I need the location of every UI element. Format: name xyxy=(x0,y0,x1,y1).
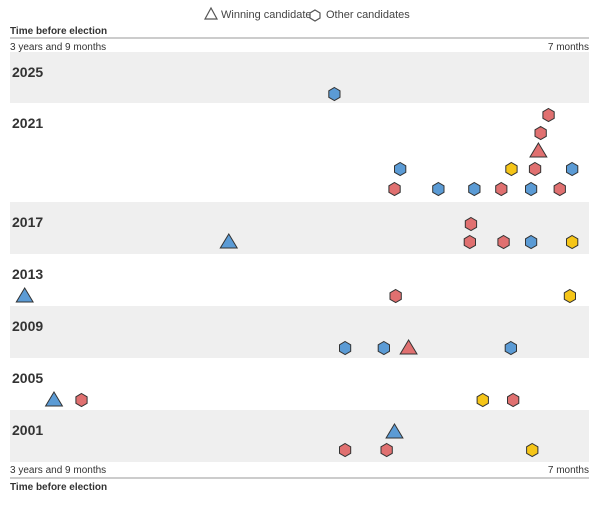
row-label: 2021 xyxy=(12,115,43,131)
candidate-marker xyxy=(377,340,390,356)
candidate-marker xyxy=(505,161,518,177)
row-label: 2025 xyxy=(12,64,43,80)
candidate-marker xyxy=(380,442,393,458)
candidate-marker xyxy=(525,181,538,197)
row-label: 2001 xyxy=(12,422,43,438)
bottom-axis-title: Time before election xyxy=(10,482,107,493)
year-row-2013: 2013 xyxy=(12,266,576,304)
candidate-marker xyxy=(75,392,88,408)
winner-marker xyxy=(529,142,548,158)
candidate-marker xyxy=(553,181,566,197)
top-axis: Time before election 3 years and 9 month… xyxy=(10,26,589,53)
candidate-marker xyxy=(566,161,579,177)
row-band xyxy=(10,202,589,254)
winner-marker xyxy=(385,423,404,439)
candidate-marker xyxy=(566,234,579,250)
year-rows: 2025 2021 2017 2013 2009 2005 2001 xyxy=(10,52,589,462)
candidate-marker xyxy=(388,181,401,197)
candidate-marker xyxy=(468,181,481,197)
top-axis-title: Time before election xyxy=(10,26,107,37)
legend: Winning candidate Other candidates xyxy=(203,6,410,22)
winner-marker xyxy=(44,391,64,407)
bottom-axis-right-label: 7 months xyxy=(548,465,589,476)
row-band xyxy=(10,410,589,462)
candidate-marker xyxy=(328,86,341,102)
row-label: 2005 xyxy=(12,370,43,386)
candidate-marker xyxy=(528,161,542,177)
row-band xyxy=(10,52,589,103)
candidate-marker xyxy=(339,442,352,458)
year-row-2021: 2021 xyxy=(12,107,579,197)
winner-marker xyxy=(399,339,418,355)
year-row-2005: 2005 xyxy=(12,370,520,408)
candidate-marker xyxy=(389,288,402,304)
row-label: 2013 xyxy=(12,266,43,282)
candidate-marker xyxy=(463,234,476,250)
row-label: 2009 xyxy=(12,318,43,334)
candidate-marker xyxy=(476,392,489,408)
legend-other-hexagon-icon xyxy=(309,9,321,22)
candidate-marker xyxy=(526,442,539,458)
year-row-2017: 2017 xyxy=(10,202,589,254)
bottom-axis: 3 years and 9 months 7 months Time befor… xyxy=(10,465,589,493)
candidate-marker xyxy=(525,234,538,250)
winner-marker xyxy=(15,287,34,303)
bottom-axis-left-label: 3 years and 9 months xyxy=(10,465,106,476)
legend-winner-triangle-icon xyxy=(203,6,219,20)
year-row-2009: 2009 xyxy=(10,306,589,358)
candidate-marker xyxy=(507,392,520,408)
top-axis-right-label: 7 months xyxy=(548,42,589,53)
candidate-marker xyxy=(495,181,508,197)
legend-other-label: Other candidates xyxy=(326,9,410,21)
candidate-marker xyxy=(497,234,510,250)
candidate-marker xyxy=(542,107,555,123)
top-axis-left-label: 3 years and 9 months xyxy=(10,42,106,53)
candidate-marker xyxy=(339,340,352,356)
candidate-marker xyxy=(464,216,478,232)
row-label: 2017 xyxy=(12,214,43,230)
year-row-2025: 2025 xyxy=(10,52,589,103)
winner-marker xyxy=(219,233,239,249)
candidate-marker xyxy=(432,181,445,197)
candidate-marker xyxy=(534,125,547,141)
row-band xyxy=(10,306,589,358)
candidate-marker xyxy=(563,288,576,304)
year-row-2001: 2001 xyxy=(10,410,589,462)
candidate-marker xyxy=(394,161,407,177)
legend-winner-label: Winning candidate xyxy=(221,9,312,21)
candidate-marker xyxy=(504,340,517,356)
